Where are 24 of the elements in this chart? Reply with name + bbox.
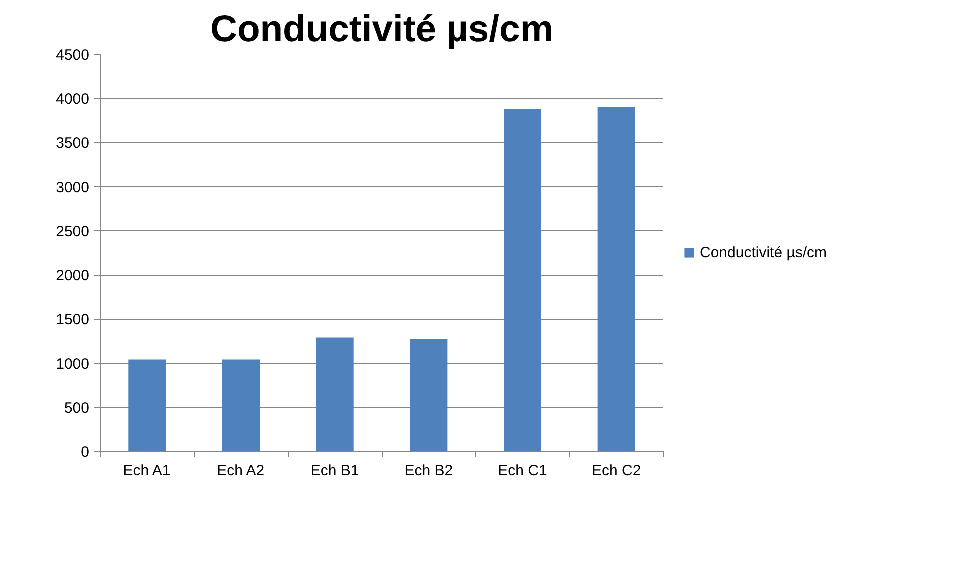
x-tick-label: Ech B2: [404, 462, 454, 480]
y-tick-label: 500: [64, 400, 90, 417]
bar: [504, 109, 542, 452]
bar: [410, 339, 448, 452]
y-tick-label: 4500: [56, 47, 90, 64]
y-tick-label: 0: [81, 444, 90, 461]
x-tick-label: Ech C1: [498, 462, 548, 480]
y-tick-label: 1500: [56, 312, 90, 329]
x-tick-label: Ech A1: [123, 462, 171, 480]
y-tick-label: 1000: [56, 356, 90, 373]
y-tick-label: 2000: [56, 268, 90, 285]
legend-label: Conductivité µs/cm: [700, 244, 828, 261]
x-tick-label: Ech B1: [310, 462, 360, 480]
x-tick-label: Ech C2: [592, 462, 642, 480]
chart-title: Conductivité µs/cm: [210, 8, 554, 50]
bar: [598, 107, 636, 452]
bar: [222, 360, 260, 452]
bar: [128, 360, 166, 452]
y-tick-label: 4000: [56, 91, 90, 108]
y-tick-label: 3500: [56, 135, 90, 152]
bar: [316, 338, 354, 452]
y-tick-label: 3000: [56, 179, 90, 196]
x-tick-label: Ech A2: [217, 462, 265, 480]
y-tick-label: 2500: [56, 223, 90, 240]
